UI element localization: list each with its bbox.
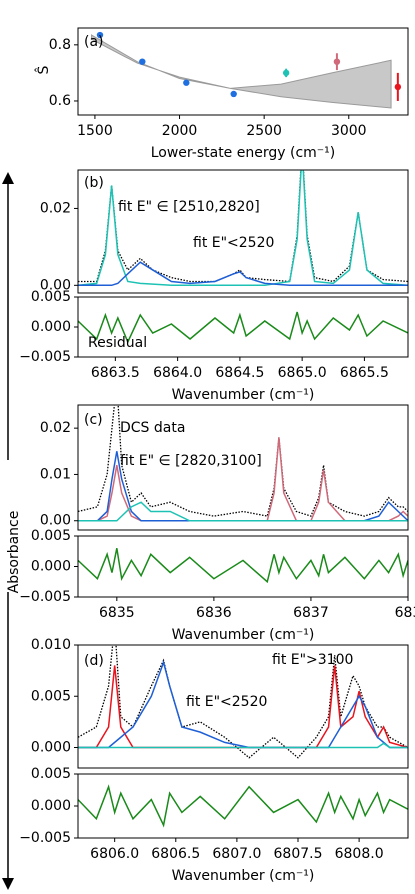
axes-frame xyxy=(77,644,409,769)
annotation: fit E"<2520 xyxy=(186,694,267,710)
axes-frame xyxy=(77,169,409,294)
x-tick-label: 6808.0 xyxy=(335,846,384,862)
x-tick-label: 2500 xyxy=(246,123,282,139)
x-tick-label: 6836 xyxy=(196,605,232,621)
x-tick-label: 683 xyxy=(395,605,415,621)
y-tick-label: 0.00 xyxy=(40,513,71,529)
annotation: fit E" ∈ [2820,3100] xyxy=(120,453,262,469)
point xyxy=(183,79,190,86)
point xyxy=(96,31,104,39)
point xyxy=(394,83,402,91)
y-tick-label: 0.005 xyxy=(31,289,71,305)
x-tick-label: 6865.0 xyxy=(278,365,327,381)
x-tick-label: 6806.0 xyxy=(90,846,139,862)
y-tick-label: −0.005 xyxy=(19,830,71,846)
x-tick-label: 6863.5 xyxy=(91,365,140,381)
y-tick-label: 0.02 xyxy=(40,200,71,216)
fit-line xyxy=(78,261,408,287)
x-tick-label: 6864.5 xyxy=(215,365,264,381)
x-tick-label: 6864.0 xyxy=(153,365,202,381)
annotation: DCS data xyxy=(120,420,185,436)
y-tick-label: 0.6 xyxy=(49,93,71,109)
y-tick-label: −0.005 xyxy=(19,589,71,605)
panel-label: (d) xyxy=(84,653,104,669)
y-tick-label: 0.010 xyxy=(31,637,71,653)
plot-area xyxy=(78,645,408,759)
y-tick-label: 0.00 xyxy=(40,277,71,293)
plot-area xyxy=(78,548,408,584)
panel-label: (a) xyxy=(84,34,104,50)
plots: 1500 2000 2500 3000 0.6 0.8 Lower-state energy… xyxy=(6,27,415,884)
x-axis-label: Wavenumber (cm⁻¹) xyxy=(172,868,315,884)
confidence-band xyxy=(91,34,392,109)
plot-area xyxy=(78,311,408,344)
y-tick-label: 0.005 xyxy=(31,688,71,704)
x-axis-label: Lower-state energy (cm⁻¹) xyxy=(151,145,336,161)
y-tick-label: −0.005 xyxy=(19,349,71,365)
panel-label: (b) xyxy=(84,175,104,191)
x-tick-label: 1500 xyxy=(77,123,113,139)
plot-area xyxy=(78,784,408,828)
panel-label: (c) xyxy=(84,412,103,428)
x-tick-label: 6837 xyxy=(293,605,329,621)
y-tick-label: 0.8 xyxy=(49,37,71,53)
y-tick-label: 0.005 xyxy=(31,528,71,544)
x-tick-label: 3000 xyxy=(331,123,367,139)
plot-area xyxy=(91,31,402,109)
axes-frame xyxy=(77,404,409,531)
x-tick-label: 6835 xyxy=(99,605,135,621)
plot-area xyxy=(78,170,408,287)
y-tick-label: 0.000 xyxy=(31,740,71,756)
fit-line xyxy=(78,742,408,749)
x-axis-label: Wavenumber (cm⁻¹) xyxy=(172,627,315,643)
point xyxy=(333,58,341,65)
fit-line xyxy=(78,311,408,344)
fit-line xyxy=(78,170,408,287)
x-tick-label: 6807.0 xyxy=(212,846,261,862)
x-tick-label: 6865.5 xyxy=(340,365,389,381)
y-tick-label: 0.000 xyxy=(31,319,71,335)
y-tick-label: 0.02 xyxy=(40,420,71,436)
y-axis-label: Absorbance xyxy=(6,511,22,594)
x-tick-label: 6807.5 xyxy=(274,846,323,862)
annotation: Residual xyxy=(88,335,147,351)
y-tick-label: 0.000 xyxy=(31,559,71,575)
fit-line xyxy=(78,784,408,828)
annotation: fit E" ∈ [2510,2820] xyxy=(118,199,260,215)
point xyxy=(230,90,237,98)
fit-line xyxy=(78,437,408,522)
fit-line xyxy=(78,548,408,584)
plot-area xyxy=(78,405,408,522)
y-axis-label: Ŝ xyxy=(34,65,52,74)
point xyxy=(282,69,290,77)
annotation: fit E">3100 xyxy=(272,652,353,668)
y-tick-label: 0.01 xyxy=(40,466,71,482)
x-tick-label: 2000 xyxy=(162,123,198,139)
x-axis-label: Wavenumber (cm⁻¹) xyxy=(172,387,315,403)
x-tick-label: 6806.5 xyxy=(151,846,200,862)
fit-line xyxy=(78,501,408,522)
y-tick-label: 0.000 xyxy=(31,798,71,814)
point xyxy=(139,58,146,65)
axes-frame xyxy=(77,27,409,116)
y-tick-label: 0.005 xyxy=(31,766,71,782)
annotation: fit E"<2520 xyxy=(193,235,274,251)
